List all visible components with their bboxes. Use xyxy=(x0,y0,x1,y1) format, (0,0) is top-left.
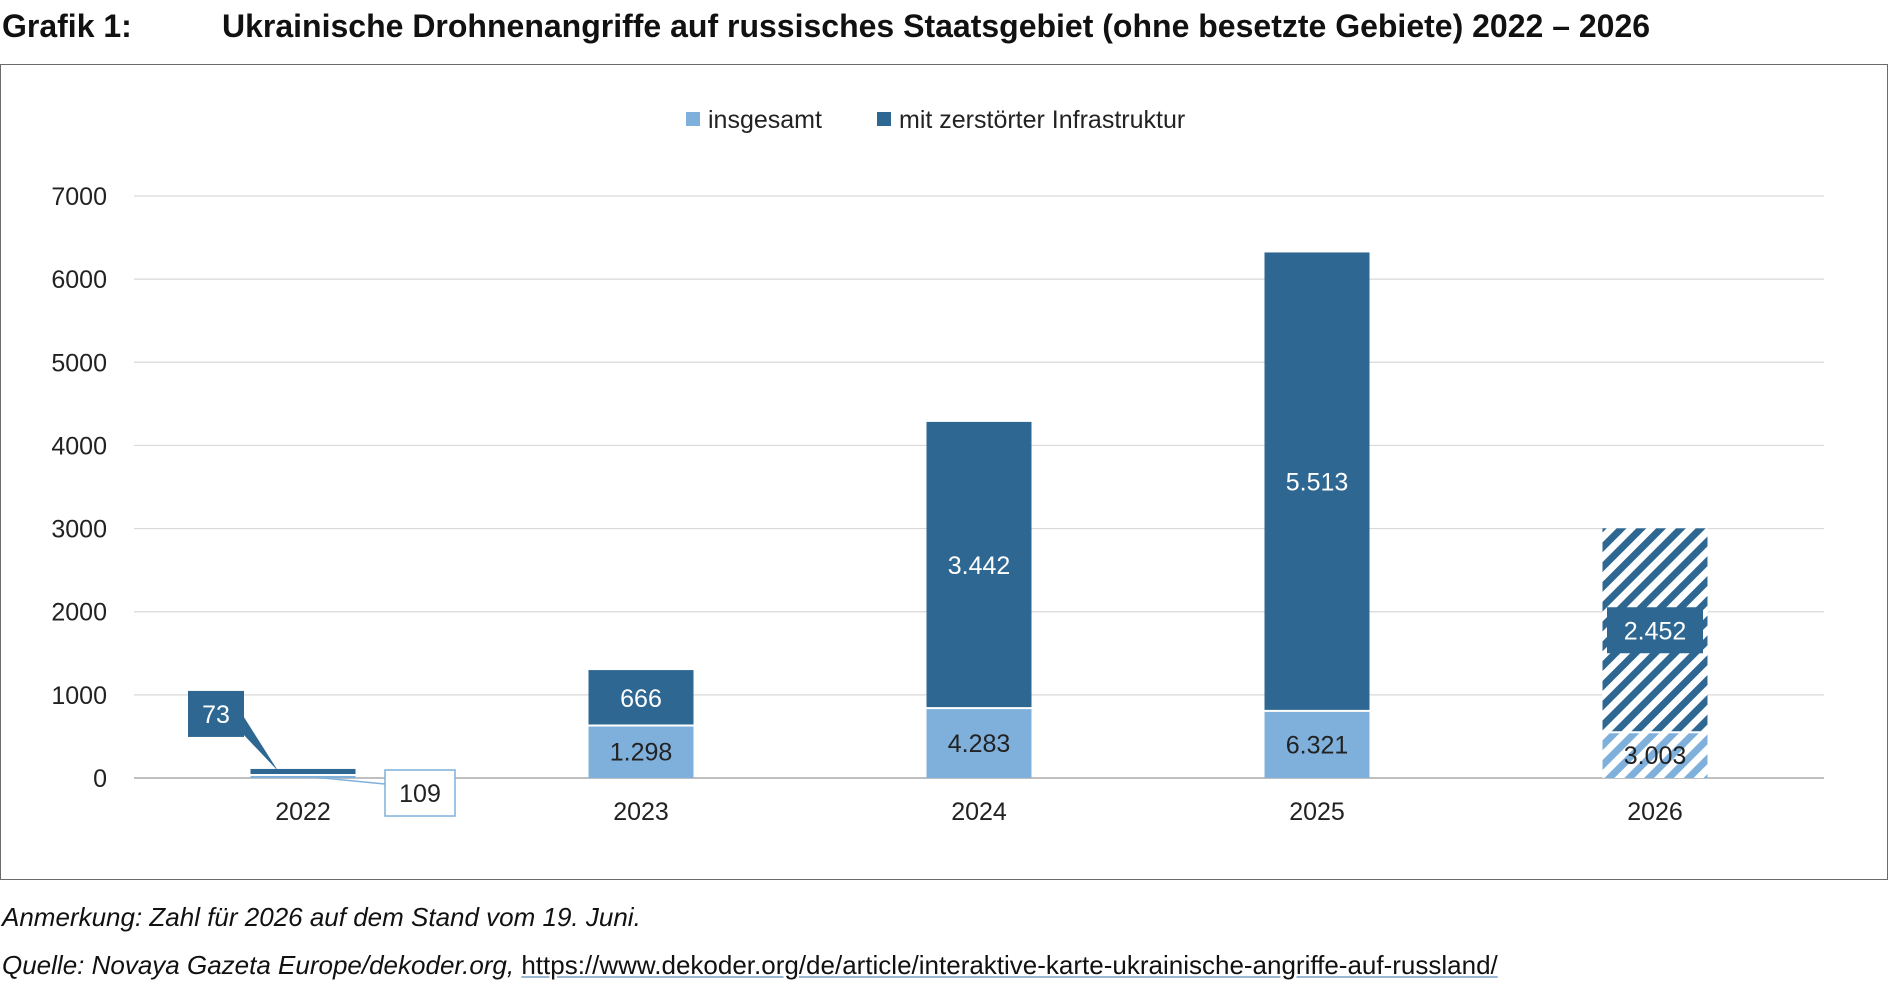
y-tick-label: 1000 xyxy=(51,682,107,710)
bar-zerstoert xyxy=(250,768,356,776)
y-tick-label: 5000 xyxy=(51,349,107,377)
y-tick-label: 2000 xyxy=(51,599,107,627)
y-tick-label: 7000 xyxy=(51,183,107,211)
x-tick-label: 2025 xyxy=(1289,798,1345,826)
bar-insgesamt xyxy=(1264,710,1370,778)
bar-insgesamt xyxy=(926,708,1032,778)
chart-frame: 7000 6000 5000 4000 3000 2000 1000 0 2022 73 109 2… xyxy=(0,64,1888,880)
x-tick-label: 2026 xyxy=(1627,798,1683,826)
callout-box xyxy=(384,769,456,817)
legend-swatch xyxy=(877,112,891,126)
x-tick-label: 2022 xyxy=(275,798,331,826)
callout-pointer xyxy=(240,710,278,771)
data-label: 1.298 xyxy=(610,739,673,767)
bar-insgesamt xyxy=(588,725,694,778)
y-tick-label: 0 xyxy=(93,765,107,793)
data-label: 4.283 xyxy=(948,730,1011,758)
data-label: 6.321 xyxy=(1286,731,1349,759)
label-box xyxy=(1607,607,1703,654)
callout-leader xyxy=(312,776,386,785)
source-line: Quelle: Novaya Gazeta Europe/dekoder.org… xyxy=(2,950,1498,981)
x-tick-label: 2024 xyxy=(951,798,1007,826)
bar-zerstoert xyxy=(588,670,694,726)
source-link[interactable]: https://www.dekoder.org/de/article/inter… xyxy=(521,950,1498,980)
y-tick-label: 3000 xyxy=(51,516,107,544)
label-layer: 2022 73 109 2023 666 1.298 2024 3.442 4.283 2025 5… xyxy=(188,469,1703,826)
bar-zerstoert xyxy=(926,421,1032,709)
chart-title: Ukrainische Drohnenangriffe auf russisch… xyxy=(222,8,1651,44)
legend-swatch xyxy=(686,112,700,126)
x-tick-label: 2023 xyxy=(613,798,669,826)
data-label: 73 xyxy=(202,701,230,729)
y-tick-label: 4000 xyxy=(51,432,107,460)
footnote: Anmerkung: Zahl für 2026 auf dem Stand v… xyxy=(2,902,641,932)
bar-insgesamt xyxy=(250,775,356,778)
title-row: Grafik 1: Ukrainische Drohnenangriffe au… xyxy=(0,6,1890,54)
legend: insgesamt mit zerstörter Infrastruktur xyxy=(686,106,1185,134)
data-label: 5.513 xyxy=(1286,469,1349,497)
bar-insgesamt xyxy=(1602,732,1708,778)
data-label: 109 xyxy=(399,780,441,808)
data-label: 2.452 xyxy=(1624,617,1687,645)
legend-label: mit zerstörter Infrastruktur xyxy=(899,106,1185,134)
y-tick-label: 6000 xyxy=(51,266,107,294)
callout-box xyxy=(188,690,244,737)
data-label: 3.003 xyxy=(1624,742,1687,770)
figure-label: Grafik 1: xyxy=(2,8,132,44)
source-prefix: Quelle: Novaya Gazeta Europe/dekoder.org… xyxy=(2,950,522,980)
bar-zerstoert xyxy=(1264,252,1370,711)
data-label: 3.442 xyxy=(948,552,1011,580)
data-label: 666 xyxy=(620,685,662,713)
legend-label: insgesamt xyxy=(708,106,822,134)
bar-layer xyxy=(250,252,1708,778)
